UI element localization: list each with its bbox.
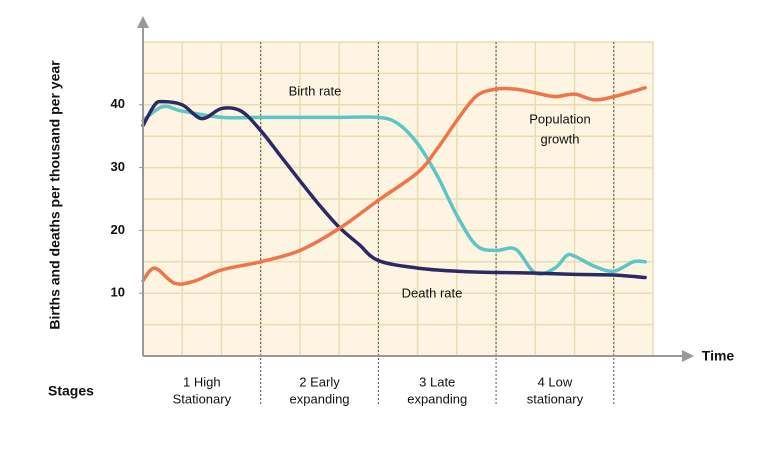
series-lines xyxy=(141,86,647,286)
series-label: Death rate xyxy=(402,285,463,300)
y-tick-label: 20 xyxy=(111,222,125,237)
stage-name: expanding xyxy=(407,391,467,406)
y-axis-label: Births and deaths per thousand per year xyxy=(47,60,63,330)
x-axis-arrow xyxy=(682,350,694,362)
stage-dividers xyxy=(260,42,615,406)
stage-name: Stationary xyxy=(173,391,232,406)
stage-name: 4 Low xyxy=(538,374,573,389)
stages-label: Stages xyxy=(48,383,94,399)
stage-name: stationary xyxy=(527,391,584,406)
stage-name: 3 Late xyxy=(419,374,455,389)
y-tick-label: 30 xyxy=(111,159,125,174)
y-axis-arrow xyxy=(137,16,149,28)
series-line xyxy=(141,99,647,280)
stage-name: 2 Early xyxy=(299,374,340,389)
y-tick-label: 40 xyxy=(111,96,125,111)
x-axis-label: Time xyxy=(702,348,735,364)
series-label: Population xyxy=(529,111,590,126)
y-tick-label: 10 xyxy=(111,285,125,300)
stage-name: expanding xyxy=(290,391,350,406)
series-label: growth xyxy=(540,131,579,146)
series-line xyxy=(141,86,647,286)
stage-name: 1 High xyxy=(183,374,221,389)
series-label: Birth rate xyxy=(289,83,342,98)
